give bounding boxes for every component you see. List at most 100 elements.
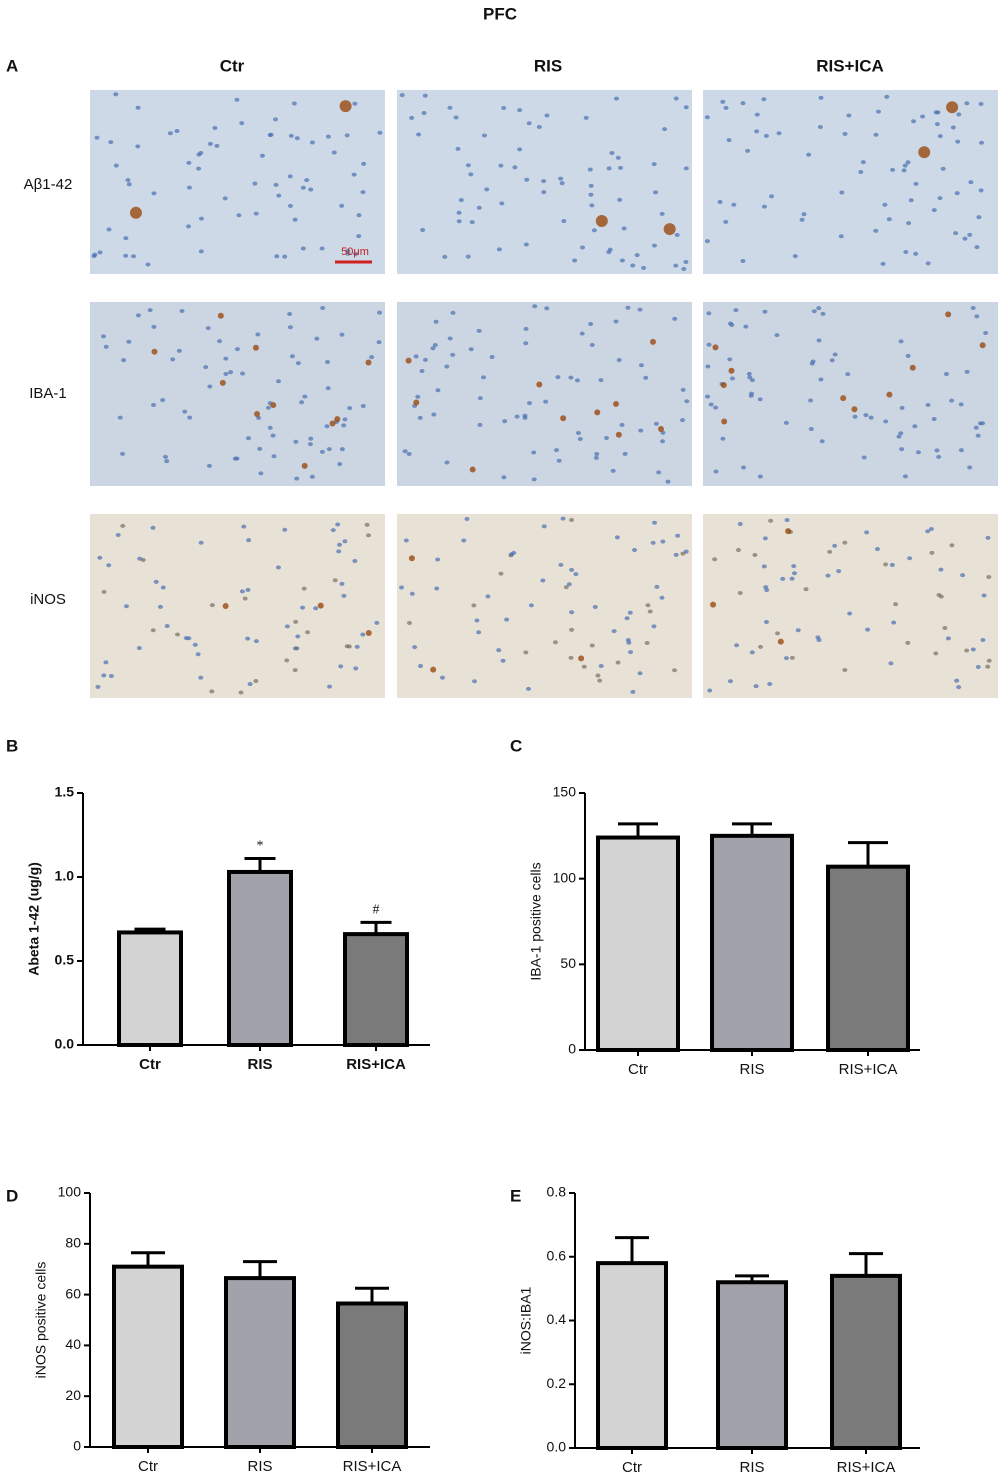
cell	[160, 398, 166, 403]
cell	[531, 477, 537, 482]
stain	[615, 431, 622, 438]
stain	[365, 359, 372, 366]
cell	[860, 160, 866, 165]
stain	[851, 406, 858, 413]
cell	[198, 675, 204, 680]
cell	[553, 448, 559, 453]
cell	[792, 254, 798, 259]
cell	[746, 371, 752, 376]
y-tick-label: 0.5	[55, 952, 75, 968]
cell	[931, 417, 937, 422]
cell	[253, 639, 259, 644]
cell	[949, 398, 955, 403]
micrograph	[90, 514, 385, 698]
cell	[325, 386, 331, 391]
cell	[499, 201, 505, 206]
cell	[433, 319, 439, 324]
y-tick-label: 1.0	[55, 868, 75, 884]
cell	[468, 347, 474, 352]
cell	[291, 101, 297, 106]
cell	[619, 258, 625, 263]
cell	[205, 326, 211, 331]
cell	[846, 113, 852, 118]
cell	[964, 648, 970, 653]
cell	[150, 525, 156, 530]
cell	[366, 533, 372, 538]
cell	[300, 185, 306, 190]
cell	[123, 253, 129, 258]
cell	[151, 191, 157, 196]
cell	[131, 254, 137, 259]
cell	[259, 153, 265, 158]
y-tick-label: 100	[58, 1184, 82, 1200]
cell	[265, 405, 271, 410]
cell	[767, 681, 773, 686]
cell	[481, 375, 487, 380]
cell	[569, 610, 575, 615]
cell	[737, 590, 743, 595]
cell	[712, 557, 718, 562]
cell	[754, 112, 760, 117]
cell	[150, 628, 156, 633]
cell	[222, 196, 228, 201]
panel-letter: A	[6, 56, 18, 75]
cell	[978, 188, 984, 193]
cell	[399, 585, 405, 590]
cell	[289, 354, 295, 359]
cell	[183, 636, 189, 641]
cell	[511, 550, 517, 555]
cell	[960, 573, 966, 578]
cell	[523, 242, 529, 247]
cell	[514, 414, 520, 419]
y-tick-label: 150	[553, 784, 577, 800]
cell	[673, 552, 679, 557]
cell	[577, 437, 583, 442]
cell	[634, 253, 640, 258]
cell	[351, 172, 357, 177]
cell	[651, 162, 657, 167]
cell	[336, 549, 342, 554]
cell	[911, 119, 917, 124]
cell	[761, 564, 767, 569]
micrographs	[90, 90, 998, 698]
cell	[673, 96, 679, 101]
cell	[589, 643, 595, 648]
cell	[498, 571, 504, 576]
cell	[175, 632, 181, 637]
cell	[305, 630, 311, 635]
cell	[126, 182, 132, 187]
cell	[868, 415, 874, 420]
cell	[540, 578, 546, 583]
cell	[275, 565, 281, 570]
cell	[819, 439, 825, 444]
cell	[123, 604, 129, 609]
cell	[898, 431, 904, 436]
cell	[106, 563, 112, 568]
x-tick-label: RIS	[247, 1056, 272, 1073]
cell	[287, 325, 293, 330]
cell	[234, 97, 240, 102]
cell	[552, 640, 558, 645]
cell	[842, 667, 848, 672]
cell	[954, 191, 960, 196]
cell	[430, 346, 436, 351]
cell	[319, 449, 325, 454]
stain	[979, 342, 986, 349]
cell	[652, 520, 658, 525]
cell	[239, 121, 245, 126]
cell	[978, 101, 984, 106]
bar	[830, 1273, 902, 1450]
cell	[908, 198, 914, 203]
cell	[803, 587, 809, 592]
stain	[657, 426, 664, 433]
cell	[902, 474, 908, 479]
cell	[705, 364, 711, 369]
y-tick-label: 40	[65, 1336, 81, 1352]
cell	[962, 236, 968, 241]
cell	[416, 132, 422, 137]
cell	[905, 160, 911, 165]
cell	[595, 673, 601, 678]
figure-title: PFC	[483, 4, 517, 23]
cell	[973, 425, 979, 430]
